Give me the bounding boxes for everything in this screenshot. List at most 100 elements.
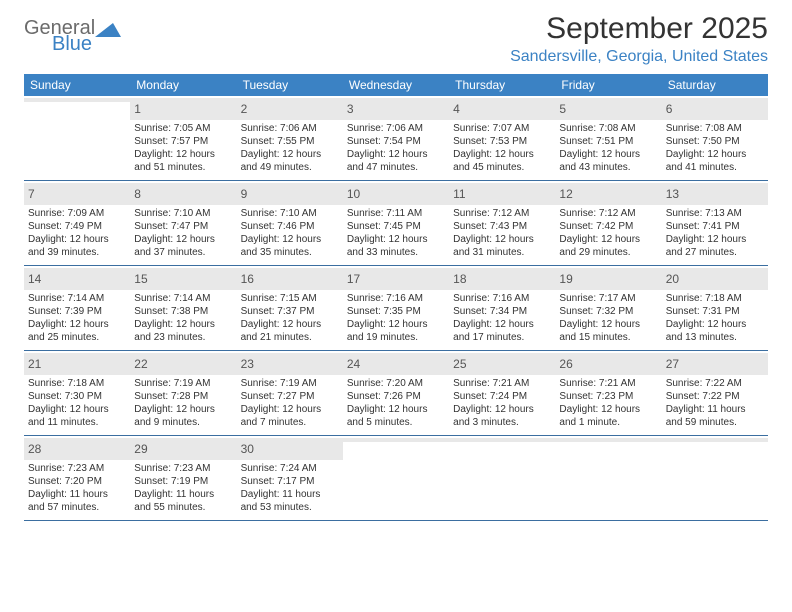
cell-text: Daylight: 12 hours and 13 minutes. bbox=[666, 318, 764, 344]
cell-text: Sunset: 7:46 PM bbox=[241, 220, 339, 233]
calendar-cell: 23Sunrise: 7:19 AMSunset: 7:27 PMDayligh… bbox=[237, 351, 343, 435]
cell-text: Sunset: 7:54 PM bbox=[347, 135, 445, 148]
day-header: Thursday bbox=[449, 74, 555, 96]
daynum: 6 bbox=[666, 102, 673, 116]
daynum-row bbox=[555, 438, 661, 442]
daynum: 24 bbox=[347, 357, 360, 371]
cell-text: Daylight: 12 hours and 31 minutes. bbox=[453, 233, 551, 259]
daynum-row: 10 bbox=[343, 183, 449, 205]
cell-text: Sunset: 7:55 PM bbox=[241, 135, 339, 148]
header: General Blue September 2025 Sandersville… bbox=[24, 12, 768, 66]
daynum-row bbox=[343, 438, 449, 442]
cell-text: Sunset: 7:47 PM bbox=[134, 220, 232, 233]
cell-text: Daylight: 11 hours and 57 minutes. bbox=[28, 488, 126, 514]
cell-text: Sunset: 7:50 PM bbox=[666, 135, 764, 148]
calendar-cell bbox=[555, 436, 661, 520]
calendar-cell: 9Sunrise: 7:10 AMSunset: 7:46 PMDaylight… bbox=[237, 181, 343, 265]
daynum: 23 bbox=[241, 357, 254, 371]
calendar-cell: 22Sunrise: 7:19 AMSunset: 7:28 PMDayligh… bbox=[130, 351, 236, 435]
cell-text: Daylight: 11 hours and 53 minutes. bbox=[241, 488, 339, 514]
cell-text: Daylight: 12 hours and 17 minutes. bbox=[453, 318, 551, 344]
day-headers-row: SundayMondayTuesdayWednesdayThursdayFrid… bbox=[24, 74, 768, 96]
cell-text: Daylight: 12 hours and 21 minutes. bbox=[241, 318, 339, 344]
cell-text: Sunrise: 7:12 AM bbox=[453, 207, 551, 220]
cell-text: Daylight: 11 hours and 55 minutes. bbox=[134, 488, 232, 514]
calendar-cell: 5 Sunrise: 7:08 AMSunset: 7:51 PMDaylight… bbox=[555, 96, 661, 180]
calendar-cell: 27Sunrise: 7:22 AMSunset: 7:22 PMDayligh… bbox=[662, 351, 768, 435]
calendar-cell: 6Sunrise: 7:08 AMSunset: 7:50 PMDaylight… bbox=[662, 96, 768, 180]
cell-text: Daylight: 12 hours and 33 minutes. bbox=[347, 233, 445, 259]
cell-text: Sunrise: 7:22 AM bbox=[666, 377, 764, 390]
cell-text: Daylight: 12 hours and 15 minutes. bbox=[559, 318, 657, 344]
cell-text: Daylight: 12 hours and 5 minutes. bbox=[347, 403, 445, 429]
day-header: Saturday bbox=[662, 74, 768, 96]
daynum: 29 bbox=[134, 442, 147, 456]
cell-text: Daylight: 12 hours and 51 minutes. bbox=[134, 148, 232, 174]
daynum-row bbox=[449, 438, 555, 442]
daynum: 10 bbox=[347, 187, 360, 201]
cell-text: Sunset: 7:53 PM bbox=[453, 135, 551, 148]
daynum-row: 12 bbox=[555, 183, 661, 205]
logo-text-bottom: Blue bbox=[52, 34, 95, 54]
cell-text: Sunset: 7:51 PM bbox=[559, 135, 657, 148]
daynum: 7 bbox=[28, 187, 35, 201]
daynum-row: 23 bbox=[237, 353, 343, 375]
calendar-cell: 1Sunrise: 7:05 AMSunset: 7:57 PMDaylight… bbox=[130, 96, 236, 180]
daynum: 21 bbox=[28, 357, 41, 371]
calendar-week: 1Sunrise: 7:05 AMSunset: 7:57 PMDaylight… bbox=[24, 96, 768, 181]
cell-text: Sunset: 7:22 PM bbox=[666, 390, 764, 403]
daynum: 27 bbox=[666, 357, 679, 371]
daynum: 25 bbox=[453, 357, 466, 371]
cell-text: Daylight: 12 hours and 47 minutes. bbox=[347, 148, 445, 174]
calendar-cell bbox=[662, 436, 768, 520]
calendar-cell: 8Sunrise: 7:10 AMSunset: 7:47 PMDaylight… bbox=[130, 181, 236, 265]
daynum: 9 bbox=[241, 187, 248, 201]
cell-text: Sunset: 7:32 PM bbox=[559, 305, 657, 318]
daynum-row: 25 bbox=[449, 353, 555, 375]
daynum-row: 19 bbox=[555, 268, 661, 290]
cell-text: Sunset: 7:19 PM bbox=[134, 475, 232, 488]
daynum-row: 30 bbox=[237, 438, 343, 460]
daynum: 28 bbox=[28, 442, 41, 456]
cell-text: Daylight: 12 hours and 43 minutes. bbox=[559, 148, 657, 174]
calendar-cell: 12Sunrise: 7:12 AMSunset: 7:42 PMDayligh… bbox=[555, 181, 661, 265]
daynum: 4 bbox=[453, 102, 460, 116]
cell-text: Sunrise: 7:05 AM bbox=[134, 122, 232, 135]
cell-text: Sunrise: 7:18 AM bbox=[666, 292, 764, 305]
calendar: SundayMondayTuesdayWednesdayThursdayFrid… bbox=[24, 74, 768, 521]
cell-text: Sunset: 7:17 PM bbox=[241, 475, 339, 488]
cell-text: Daylight: 12 hours and 11 minutes. bbox=[28, 403, 126, 429]
cell-text: Daylight: 12 hours and 29 minutes. bbox=[559, 233, 657, 259]
daynum-row bbox=[24, 98, 130, 102]
cell-text: Sunset: 7:26 PM bbox=[347, 390, 445, 403]
day-header: Tuesday bbox=[237, 74, 343, 96]
daynum-row: 2 bbox=[237, 98, 343, 120]
daynum: 20 bbox=[666, 272, 679, 286]
calendar-week: 14Sunrise: 7:14 AMSunset: 7:39 PMDayligh… bbox=[24, 266, 768, 351]
cell-text: Daylight: 12 hours and 39 minutes. bbox=[28, 233, 126, 259]
title-block: September 2025 Sandersville, Georgia, Un… bbox=[510, 12, 768, 66]
calendar-cell: 28Sunrise: 7:23 AMSunset: 7:20 PMDayligh… bbox=[24, 436, 130, 520]
daynum: 19 bbox=[559, 272, 572, 286]
cell-text: Daylight: 12 hours and 41 minutes. bbox=[666, 148, 764, 174]
daynum-row: 7 bbox=[24, 183, 130, 205]
daynum: 5 bbox=[559, 102, 566, 116]
daynum: 16 bbox=[241, 272, 254, 286]
cell-text: Sunrise: 7:19 AM bbox=[241, 377, 339, 390]
calendar-cell: 20Sunrise: 7:18 AMSunset: 7:31 PMDayligh… bbox=[662, 266, 768, 350]
cell-text: Sunrise: 7:08 AM bbox=[559, 122, 657, 135]
cell-text: Sunrise: 7:07 AM bbox=[453, 122, 551, 135]
calendar-cell: 4Sunrise: 7:07 AMSunset: 7:53 PMDaylight… bbox=[449, 96, 555, 180]
daynum: 3 bbox=[347, 102, 354, 116]
cell-text: Sunset: 7:41 PM bbox=[666, 220, 764, 233]
cell-text: Daylight: 12 hours and 3 minutes. bbox=[453, 403, 551, 429]
daynum: 26 bbox=[559, 357, 572, 371]
daynum-row: 5 bbox=[555, 98, 661, 120]
calendar-week: 28Sunrise: 7:23 AMSunset: 7:20 PMDayligh… bbox=[24, 436, 768, 521]
calendar-cell: 10Sunrise: 7:11 AMSunset: 7:45 PMDayligh… bbox=[343, 181, 449, 265]
cell-text: Sunset: 7:45 PM bbox=[347, 220, 445, 233]
daynum-row: 18 bbox=[449, 268, 555, 290]
daynum-row: 14 bbox=[24, 268, 130, 290]
cell-text: Sunrise: 7:06 AM bbox=[241, 122, 339, 135]
calendar-cell bbox=[343, 436, 449, 520]
